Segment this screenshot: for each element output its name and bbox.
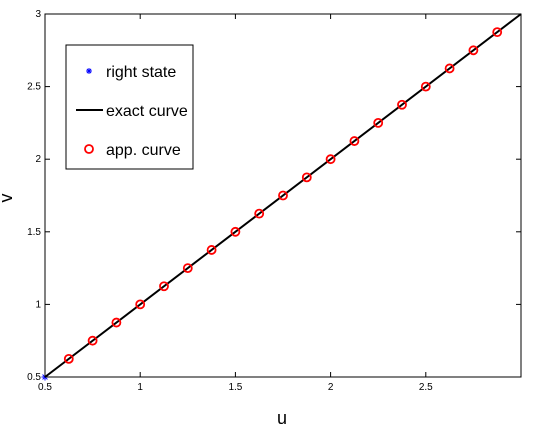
y-tick-label: 1.5	[27, 227, 41, 238]
app-curve-marker	[373, 118, 384, 128]
app-curve-marker	[492, 27, 503, 38]
app-curve-marker	[87, 335, 98, 346]
app-curve-marker	[444, 63, 455, 74]
app-curve-marker	[159, 281, 169, 292]
app-curve-marker	[63, 353, 74, 364]
app-curve-marker	[182, 263, 193, 274]
y-tick-label: 2.5	[27, 82, 41, 93]
app-curve-marker	[349, 136, 360, 146]
x-tick-label: 1.5	[228, 382, 242, 393]
y-axis-label: v	[0, 194, 16, 203]
app-curve-marker	[301, 172, 312, 183]
x-tick-label: 1	[137, 382, 143, 393]
app-curve-marker	[420, 81, 431, 92]
app-curve-marker	[111, 317, 122, 328]
x-tick-label: 0.5	[38, 382, 52, 393]
y-tick-label: 2	[35, 154, 41, 165]
app-curve-marker	[206, 245, 217, 255]
legend: right state exact curve app. curve	[65, 44, 194, 170]
x-tick-label: 2	[328, 382, 334, 393]
exact-curve-line	[44, 13, 522, 378]
legend-app-curve-sample	[84, 144, 94, 154]
legend-right-state-sample-stroke-3	[86, 68, 92, 74]
app-curve-marker	[135, 299, 146, 310]
ticks-layer: 0.5 1 1.5 2 2.5 0.5 1 1.5 2 2.5 3	[27, 9, 521, 393]
legend-right-state-sample	[86, 68, 92, 74]
x-tick-label: 2.5	[419, 382, 433, 393]
y-tick-label: 0.5	[27, 372, 41, 383]
app-curve-marker	[325, 154, 336, 165]
data-layer	[41, 13, 522, 381]
legend-box	[65, 44, 194, 170]
app-curve-marker	[230, 226, 241, 237]
legend-label-0: right state	[106, 64, 176, 81]
app-curve-marker	[397, 99, 407, 110]
app-curve-marker	[278, 190, 288, 201]
app-curve-marker	[254, 208, 265, 219]
y-tick-label: 1	[35, 299, 41, 310]
y-tick-label: 3	[35, 9, 41, 20]
legend-label-2: app. curve	[106, 142, 181, 159]
legend-label-1: exact curve	[106, 103, 188, 120]
app-curve-marker	[468, 45, 479, 56]
x-axis-label: u	[277, 408, 287, 428]
